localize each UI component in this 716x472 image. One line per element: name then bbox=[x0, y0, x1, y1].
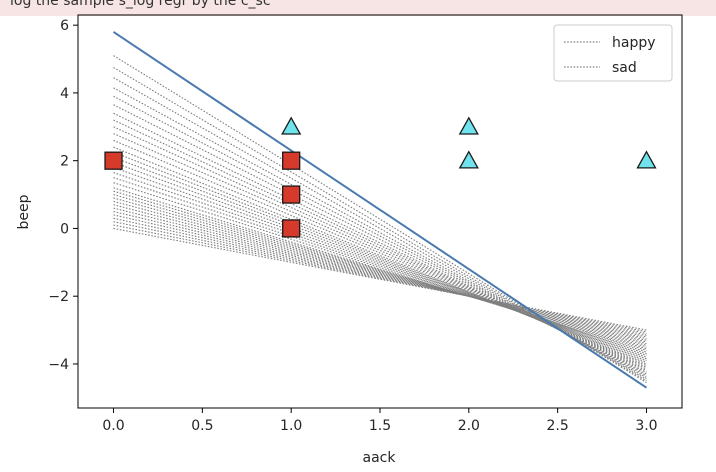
square-point-3 bbox=[282, 219, 301, 238]
x-tick-label: 1.0 bbox=[280, 418, 302, 434]
y-tick-label: 0 bbox=[60, 221, 69, 237]
axes: 0.0 0.5 1.0 1.5 2.0 2.5 3.0 −4 −2 0 2 4 6 bbox=[48, 14, 683, 434]
x-tick-label: 1.5 bbox=[369, 418, 391, 434]
triangle-point-1 bbox=[458, 116, 479, 135]
boundary-line-13 bbox=[113, 182, 647, 353]
legend: happy sad bbox=[553, 24, 673, 82]
x-tick-label: 3.0 bbox=[635, 418, 657, 434]
x-axis-label: aack bbox=[363, 450, 397, 466]
boundary-line-0 bbox=[113, 227, 647, 331]
boundary-line-11 bbox=[113, 190, 647, 350]
boundary-line-7 bbox=[113, 204, 647, 343]
boundary-line-19 bbox=[113, 151, 647, 363]
boundary-line-14 bbox=[113, 177, 647, 355]
final-boundary-line bbox=[112, 31, 648, 389]
boundary-line-3 bbox=[113, 217, 647, 336]
triangle-point-0 bbox=[281, 116, 302, 135]
boundary-line-22 bbox=[113, 133, 647, 368]
plot-area bbox=[104, 31, 657, 389]
boundary-line-16 bbox=[113, 166, 647, 358]
y-tick-label: −2 bbox=[48, 289, 69, 305]
boundary-line-2 bbox=[113, 221, 647, 335]
triangle-point-3 bbox=[636, 150, 657, 169]
boundary-line-9 bbox=[113, 197, 647, 346]
x-tick-label: 2.0 bbox=[458, 418, 480, 434]
legend-label-sad: sad bbox=[612, 60, 637, 76]
boundary-line-27 bbox=[113, 95, 647, 377]
triangle-point-2 bbox=[458, 150, 479, 169]
boundary-line-20 bbox=[113, 146, 647, 365]
boundary-line-26 bbox=[113, 104, 647, 375]
x-tick-label: 0.5 bbox=[191, 418, 213, 434]
boundary-line-1 bbox=[113, 224, 647, 333]
square-point-0 bbox=[104, 151, 123, 170]
boundary-line-6 bbox=[113, 207, 647, 341]
cropped-header-text: log the sample s_log regr by the c_sc bbox=[10, 0, 271, 9]
boundary-line-21 bbox=[113, 139, 647, 367]
y-tick-label: 6 bbox=[60, 18, 69, 34]
boundary-line-15 bbox=[113, 172, 647, 357]
boundary-line-10 bbox=[113, 194, 647, 348]
boundary-line-18 bbox=[113, 156, 647, 362]
boundary-line-17 bbox=[113, 161, 647, 360]
y-tick-label: 2 bbox=[60, 154, 69, 170]
cropped-header-band: log the sample s_log regr by the c_sc bbox=[0, 0, 716, 16]
x-tick-label: 0.0 bbox=[102, 418, 124, 434]
x-tick-label: 2.5 bbox=[547, 418, 569, 434]
boundary-line-5 bbox=[113, 210, 647, 340]
square-point-2 bbox=[282, 185, 301, 204]
y-axis-label: beep bbox=[16, 194, 32, 229]
boundary-line-12 bbox=[113, 187, 647, 351]
square-point-1 bbox=[282, 151, 301, 170]
legend-label-happy: happy bbox=[612, 35, 656, 51]
y-tick-label: 4 bbox=[60, 86, 69, 102]
boundary-line-4 bbox=[113, 214, 647, 338]
boundary-line-8 bbox=[113, 200, 647, 345]
y-tick-label: −4 bbox=[48, 357, 69, 373]
